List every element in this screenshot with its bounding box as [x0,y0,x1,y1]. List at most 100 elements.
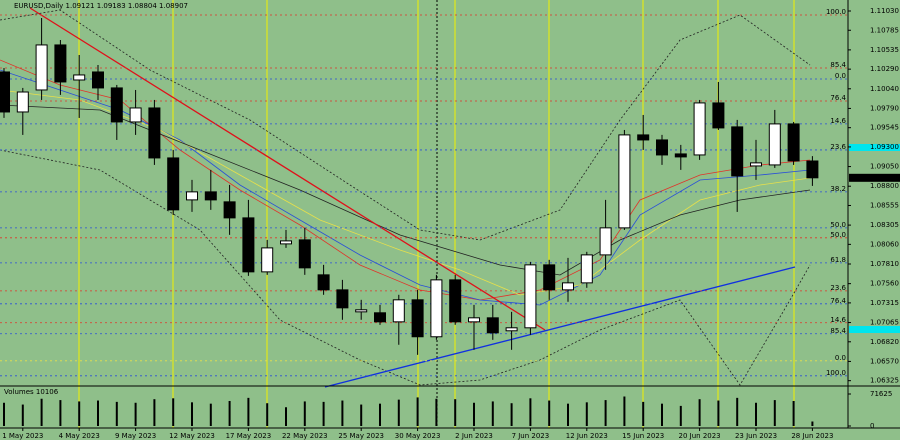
level-label: 14.6 [830,316,846,324]
candle-body [167,157,180,211]
candle-body [731,126,744,177]
candle-body [73,74,86,81]
chart-title: EURUSD,Daily 1.09121 1.09183 1.08804 1.0… [14,2,188,10]
level-label: 76.4 [830,94,846,102]
candle-body [750,162,762,167]
y-tick-label: 1.09790 [870,104,899,112]
volume-tick-label: 0 [870,422,874,430]
candle-body [110,87,123,123]
y-tick-label: 1.07065 [870,319,899,327]
band-upper [0,9,811,241]
level-label: 14.6 [830,117,846,125]
y-tick-label: 1.06820 [870,338,899,346]
candle-body [411,299,424,338]
candle-body [336,289,349,309]
price-axis-bg [848,0,900,440]
y-tick-label: 1.06325 [870,377,899,385]
y-tick-label: 1.07560 [870,280,899,288]
candle-body [317,274,330,291]
candle-body [505,327,518,332]
candle-body [580,254,593,284]
candle-body [186,191,198,201]
x-tick-label: 28 Jun 2023 [791,432,833,440]
candle-body [242,217,255,273]
level-label: 38.2 [830,185,846,193]
level-label: 61.8 [830,256,846,264]
level-label: 50.0 [830,221,846,229]
candle-body [392,299,405,323]
y-tick-label: 1.07810 [870,260,899,268]
candle-body [468,317,480,323]
y-tick-label: 1.08800 [870,182,899,190]
level-label: 85.4 [830,61,846,69]
candle-body [129,107,142,123]
price-marker [849,144,900,151]
trendline-down [29,7,546,331]
x-tick-label: 15 Jun 2023 [622,432,664,440]
candle-body [562,282,574,291]
y-tick-label: 1.10290 [870,65,899,73]
band-lower [0,149,811,386]
candle-body [223,201,236,219]
ma-long [0,104,811,276]
x-tick-label: 9 May 2023 [115,432,156,440]
candle-body [374,312,386,323]
level-label: 85.4 [830,327,846,335]
level-label: 50.0 [830,231,846,239]
candle-body [449,279,462,323]
candle-body [280,240,292,245]
candle-body [637,134,650,141]
candle-body [298,239,311,269]
x-tick-label: 23 Jun 2023 [735,432,777,440]
x-tick-label: 12 May 2023 [169,432,215,440]
candle-body [148,107,161,159]
y-tick-label: 1.09545 [870,124,899,132]
level-label: 100.0 [826,369,846,377]
candle-body [768,123,781,166]
candle-body [524,264,537,329]
x-tick-label: 4 May 2023 [59,432,100,440]
candle-body [261,247,274,273]
level-label: 0.0 [835,72,846,80]
y-tick-label: 1.08305 [870,221,899,229]
y-tick-label: 1.09050 [870,163,899,171]
level-label: 76.4 [830,297,846,305]
volume-title: Volumes 10106 [4,388,59,396]
candle-body [54,44,67,83]
candle-body [0,71,10,113]
y-tick-label: 1.10040 [870,85,899,93]
x-tick-label: 22 May 2023 [282,432,328,440]
y-tick-label: 1.08555 [870,201,899,209]
level-label: 23.6 [830,284,846,292]
candle-body [618,134,631,229]
level-label: 0.0 [835,354,846,362]
price-marker [849,326,900,333]
y-tick-label: 1.07315 [870,299,899,307]
candle-body [35,44,48,91]
candle-body [693,102,706,156]
candle-body [355,309,368,313]
candle-body [204,191,217,201]
x-tick-label: 20 Jun 2023 [679,432,721,440]
volume-tick-label: 71625 [870,390,892,398]
candle-body [486,317,499,334]
candle-body [599,227,612,256]
candle-body [674,153,687,158]
current-price-label: 1.08907 [852,174,881,182]
y-tick-label: 1.06570 [870,357,899,365]
y-tick-label: 1.11030 [870,7,899,15]
level-label: 23.6 [830,143,846,151]
candle-body [430,279,443,338]
x-tick-label: 12 Jun 2023 [566,432,608,440]
trendline-up [324,266,796,388]
y-tick-label: 1.09300 [870,143,899,151]
x-tick-label: 7 Jun 2023 [512,432,550,440]
y-tick-label: 1.10535 [870,46,899,54]
x-tick-label: 2 Jun 2023 [455,432,493,440]
level-label: 100.0 [826,8,846,16]
candle-body [92,71,104,89]
x-tick-label: 25 May 2023 [338,432,384,440]
x-tick-label: 1 May 2023 [2,432,43,440]
